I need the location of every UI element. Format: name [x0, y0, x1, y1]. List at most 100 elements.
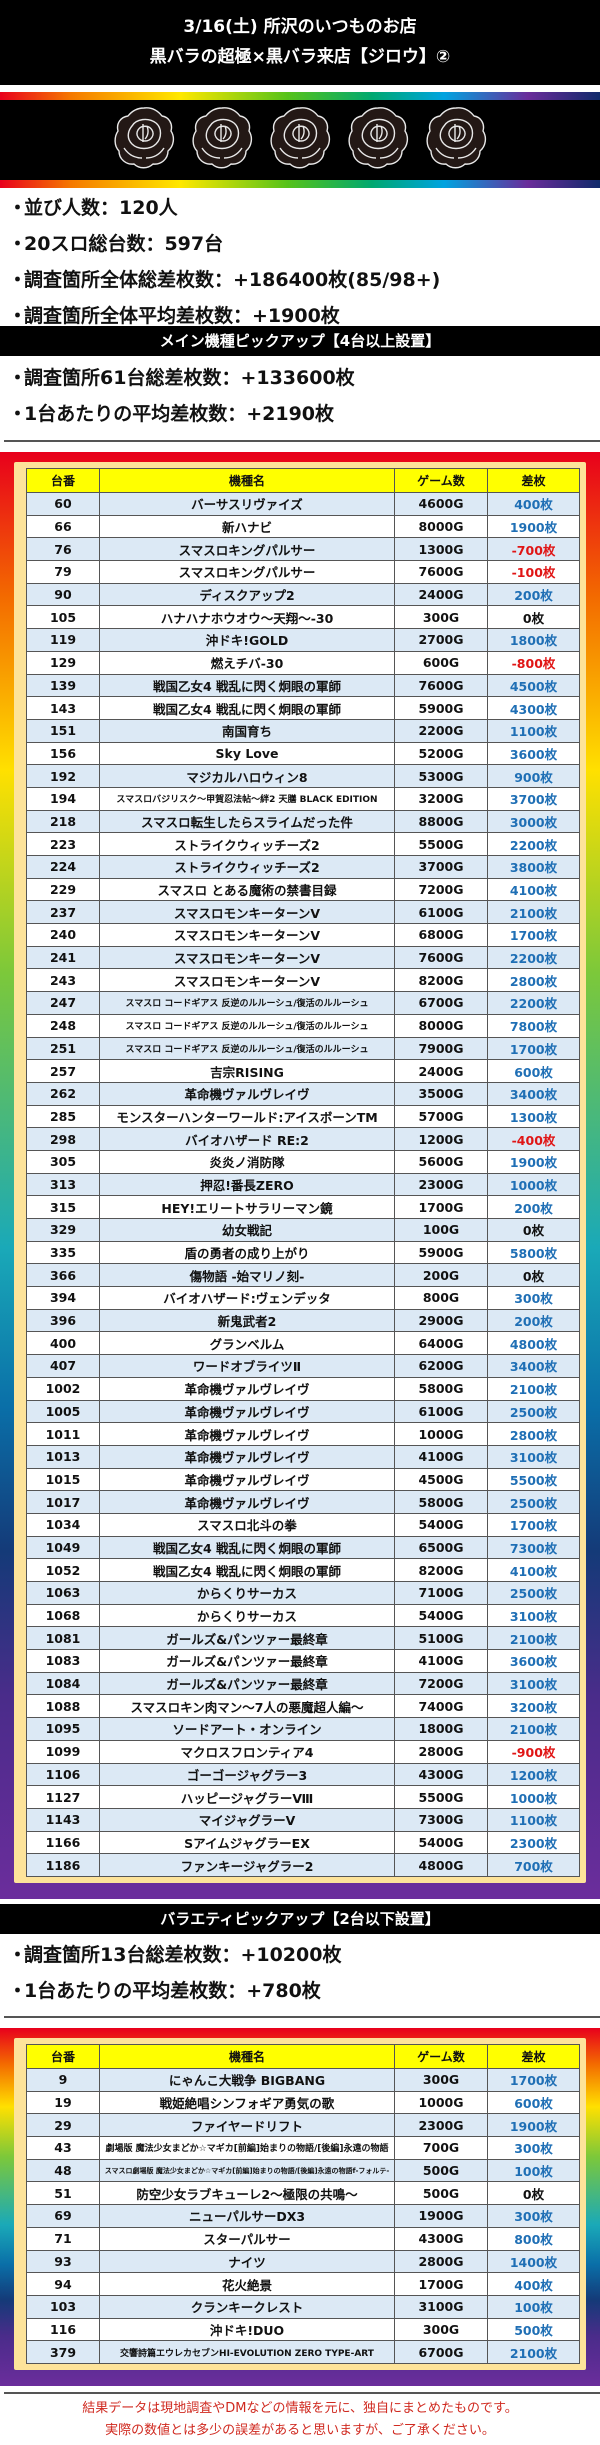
machine-number-cell: 1005: [26, 1399, 100, 1424]
game-count-cell: 1800G: [394, 1717, 488, 1741]
machine-name-cell: 防空少女ラブキューレ2～極限の共鳴～: [99, 2181, 395, 2206]
diff-cell: -900枚: [487, 1739, 580, 1764]
machine-number-cell: 1127: [26, 1785, 100, 1809]
disclaimer-line1: 結果データは現地調査やDMなどの情報を元に、独自にまとめたものです。: [82, 2401, 518, 2416]
machine-name-cell: ナイツ: [99, 2249, 395, 2274]
table-row: 156 Sky Love 5200G 3600枚: [26, 741, 580, 766]
machine-name-cell: スマスロ とある魔術の禁書目録: [99, 877, 395, 902]
game-count-cell: 4300G: [394, 2226, 488, 2251]
table-row: 1166 SアイムジャグラーEX 5400G 2300枚: [26, 1830, 580, 1855]
diff-cell: 2100枚: [487, 1717, 580, 1741]
diff-cell: -100枚: [487, 560, 580, 584]
machine-name-cell: スマスロモンキーターンV: [99, 968, 395, 993]
machine-number-cell: 43: [26, 2136, 100, 2160]
machine-number-cell: 9: [26, 2068, 100, 2092]
diff-cell: 300枚: [487, 2136, 580, 2160]
diff-cell: 2800枚: [487, 968, 580, 993]
table-row: 1084 ガールズ&パンツァー最終章 7200G 3100枚: [26, 1671, 580, 1696]
machine-name-cell: バーサスリヴァイズ: [99, 492, 395, 516]
machine-name-cell: ストライクウィッチーズ2: [99, 855, 395, 879]
machine-name-cell: ワードオブライツⅡ: [99, 1354, 395, 1378]
stat-average-diff: ・調査箇所全体平均差枚数：+1900枚: [8, 305, 340, 327]
table-row: 129 燃えチバ-30 600G -800枚: [26, 650, 580, 675]
variety-table-panel: 台番 機種名 ゲーム数 差枚 9 にゃんこ大戦争 BIGBANG 300G 1700枚…: [14, 2038, 586, 2370]
table-row: 329 幼女戦記 100G 0枚: [26, 1218, 580, 1242]
table-row: 298 バイオハザード RE:2 1200G -400枚: [26, 1127, 580, 1151]
machine-number-cell: 224: [26, 855, 100, 879]
table-row: 335 盾の勇者の成り上がり 5900G 5800枚: [26, 1240, 580, 1265]
machine-number-cell: 116: [26, 2317, 100, 2342]
diff-cell: 3000枚: [487, 809, 580, 834]
diff-cell: 700枚: [487, 1853, 580, 1877]
machine-name-cell: スマスロモンキーターンV: [99, 923, 395, 947]
table-row: 1083 ガールズ&パンツァー最終章 4100G 3600枚: [26, 1649, 580, 1673]
table-row: 257 吉宗RISING 2400G 600枚: [26, 1059, 580, 1083]
table-row: 1095 ソードアート・オンライン 1800G 2100枚: [26, 1717, 580, 1741]
table-row: 79 スマスロキングパルサー 7600G -100枚: [26, 560, 580, 584]
main-stat-total: ・調査箇所61台総差枚数：+133600枚: [8, 367, 355, 389]
machine-number-cell: 243: [26, 968, 100, 993]
game-count-cell: 5300G: [394, 764, 488, 788]
machine-name-cell: Sky Love: [99, 741, 395, 766]
game-count-cell: 6100G: [394, 1399, 488, 1424]
variety-table-body: 9 にゃんこ大戦争 BIGBANG 300G 1700枚 19 戦姫絶唱シンフォギア勇気の…: [26, 2068, 580, 2364]
machine-name-cell: 革命機ヴァルヴレイヴ: [99, 1399, 395, 1424]
diff-cell: 3100枚: [487, 1671, 580, 1696]
game-count-cell: 5800G: [394, 1376, 488, 1401]
game-count-cell: 1000G: [394, 2090, 488, 2115]
table-header-row: 台番 機種名 ゲーム数 差枚: [26, 468, 580, 493]
machine-number-cell: 1015: [26, 1467, 100, 1492]
diff-cell: 5500枚: [487, 1467, 580, 1492]
machine-number-cell: 1034: [26, 1512, 100, 1537]
game-count-cell: 5100G: [394, 1626, 488, 1651]
table-row: 105 ハナハナホウオウ～天翔～-30 300G 0枚: [26, 605, 580, 630]
diff-cell: 2100枚: [487, 900, 580, 925]
machine-number-cell: 223: [26, 832, 100, 856]
main-section-title: メイン機種ピックアップ【4台以上設置】: [0, 326, 600, 356]
machine-name-cell: スマスロ コードギアス 反逆のルルーシュ/復活のルルーシュ: [99, 991, 395, 1015]
diff-cell: 3400枚: [487, 1081, 580, 1106]
table-row: 71 スターパルサー 4300G 800枚: [26, 2226, 580, 2251]
game-count-cell: 7300G: [394, 1807, 488, 1832]
main-table-panel: 台番 機種名 ゲーム数 差枚 60 バーサスリヴァイズ 4600G 400枚 66 新ハナ…: [14, 462, 586, 1883]
table-row: 76 スマスロキングパルサー 1300G -700枚: [26, 537, 580, 562]
machine-name-cell: バイオハザード RE:2: [99, 1127, 395, 1151]
diff-cell: 1800枚: [487, 628, 580, 652]
machine-name-cell: 革命機ヴァルヴレイヴ: [99, 1444, 395, 1469]
machine-name-cell: ニューパルサーDX3: [99, 2204, 395, 2228]
machine-number-cell: 119: [26, 628, 100, 652]
table-row: 394 バイオハザード:ヴェンデッタ 800G 300枚: [26, 1286, 580, 1310]
game-count-cell: 8000G: [394, 514, 488, 539]
table-row: 1106 ゴーゴージャグラー3 4300G 1200枚: [26, 1762, 580, 1787]
column-header-machine: 機種名: [99, 2044, 395, 2069]
divider: [4, 2016, 600, 2018]
machine-name-cell: 革命機ヴァルヴレイヴ: [99, 1490, 395, 1514]
table-row: 237 スマスロモンキーターンV 6100G 2100枚: [26, 900, 580, 925]
game-count-cell: 2300G: [394, 1172, 488, 1197]
diff-cell: 2100枚: [487, 1376, 580, 1401]
machine-name-cell: ファンキージャグラー2: [99, 1853, 395, 1877]
game-count-cell: 300G: [394, 2317, 488, 2342]
table-row: 313 押忍!番長ZERO 2300G 1000枚: [26, 1172, 580, 1197]
game-count-cell: 2800G: [394, 1739, 488, 1764]
machine-number-cell: 1013: [26, 1444, 100, 1469]
machine-name-cell: スマスロ劇場版 魔法少女まどか☆マギカ[前編]始まりの物語/[後編]永遠の物語f…: [99, 2158, 395, 2183]
machine-name-cell: 幼女戦記: [99, 1218, 395, 1242]
machine-number-cell: 79: [26, 560, 100, 584]
black-rose-icon: [112, 104, 176, 172]
table-row: 400 グランベルム 6400G 4800枚: [26, 1331, 580, 1356]
game-count-cell: 7900G: [394, 1036, 488, 1061]
machine-name-cell: 沖ドキ!GOLD: [99, 628, 395, 652]
diff-cell: 1700枚: [487, 1036, 580, 1061]
machine-name-cell: 新ハナビ: [99, 514, 395, 539]
game-count-cell: 4500G: [394, 1467, 488, 1492]
game-count-cell: 6200G: [394, 1354, 488, 1378]
disclaimer: 結果データは現地調査やDMなどの情報を元に、独自にまとめたものです。 実際の数値…: [0, 2398, 600, 2442]
diff-cell: 1900枚: [487, 2113, 580, 2138]
game-count-cell: 7600G: [394, 945, 488, 970]
table-row: 379 交響詩篇エウレカセブンHI-EVOLUTION ZERO TYPE-ART…: [26, 2340, 580, 2364]
table-row: 1049 戦国乙女4 戦乱に閃く炯眼の軍師 6500G 7300枚: [26, 1535, 580, 1560]
diff-cell: 3700枚: [487, 786, 580, 811]
machine-name-cell: ガールズ&パンツァー最終章: [99, 1671, 395, 1696]
game-count-cell: 300G: [394, 605, 488, 630]
